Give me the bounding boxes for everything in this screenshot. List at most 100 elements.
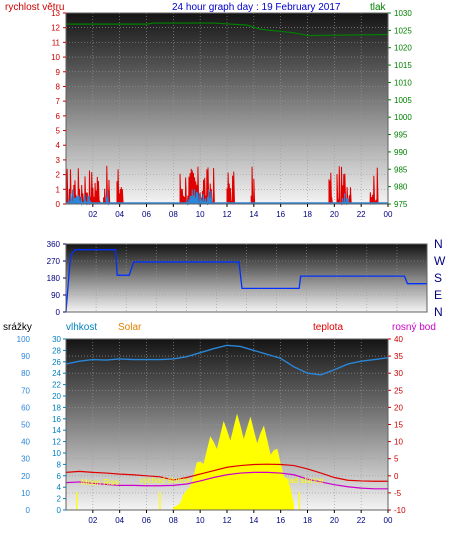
wind-direction-line xyxy=(65,249,427,313)
temperature-tick: -10 xyxy=(394,506,406,515)
wind-speed-tick: 3 xyxy=(56,156,61,165)
wind-x-tick: 16 xyxy=(276,210,285,219)
wind-panel-grid xyxy=(66,13,388,204)
direction-tick: 90 xyxy=(51,291,60,300)
humidity-tick: 24 xyxy=(52,369,61,378)
rain-tick: 50 xyxy=(21,421,30,430)
humidity-tick: 20 xyxy=(52,392,61,401)
rain-tick: 20 xyxy=(21,472,30,481)
wind-x-tick: 12 xyxy=(223,210,232,219)
climate-x-tick: 06 xyxy=(142,516,151,525)
temperature-tick: 35 xyxy=(394,352,403,361)
climate-x-tick: 00 xyxy=(384,516,393,525)
dew-point-line xyxy=(65,471,388,490)
temperature-line xyxy=(65,463,388,482)
direction-tick: 0 xyxy=(56,308,61,317)
compass-label: N xyxy=(434,237,443,251)
pressure-tick: 990 xyxy=(394,148,408,157)
wind-speed-tick: 0 xyxy=(56,200,61,209)
direction-tick: 270 xyxy=(47,257,61,266)
wind-x-tick: 00 xyxy=(384,210,393,219)
wind-speed-tick: 2 xyxy=(56,171,61,180)
humidity-tick: 8 xyxy=(57,460,62,469)
direction-panel-grid xyxy=(66,244,427,312)
climate-x-tick: 20 xyxy=(330,516,339,525)
rain-tick: 0 xyxy=(26,506,31,515)
humidity-tick: 0 xyxy=(57,506,62,515)
pressure-tick: 995 xyxy=(394,131,408,140)
humidity-tick: 26 xyxy=(52,358,61,367)
pressure-tick: 1020 xyxy=(394,44,412,53)
pressure-tick: 985 xyxy=(394,165,408,174)
solar-area xyxy=(173,413,295,510)
compass-label: N xyxy=(434,305,443,319)
wind-x-tick: 14 xyxy=(249,210,258,219)
pressure-tick: 1015 xyxy=(394,61,412,70)
wind-speed-tick: 12 xyxy=(51,24,60,33)
climate-x-tick: 04 xyxy=(115,516,124,525)
wind-speed-tick: 13 xyxy=(51,9,60,18)
compass-label: E xyxy=(434,288,442,302)
climate-x-tick: 10 xyxy=(196,516,205,525)
humidity-tick: 28 xyxy=(52,346,61,355)
wind-speed-tick: 5 xyxy=(56,127,61,136)
wind-speed-tick: 11 xyxy=(52,38,61,47)
pressure-tick: 1010 xyxy=(394,78,412,87)
wind-x-tick: 22 xyxy=(357,210,366,219)
rain-tick: 30 xyxy=(21,455,30,464)
pressure-tick: 980 xyxy=(394,183,408,192)
humidity-tick: 6 xyxy=(57,472,62,481)
direction-tick: 180 xyxy=(47,274,61,283)
rain-tick: 70 xyxy=(21,386,30,395)
wind-x-tick: 08 xyxy=(169,210,178,219)
compass-label: S xyxy=(434,271,442,285)
climate-x-tick: 12 xyxy=(223,516,232,525)
rain-tick: 90 xyxy=(21,352,30,361)
climate-x-tick: 16 xyxy=(276,516,285,525)
humidity-tick: 30 xyxy=(52,335,61,344)
pressure-tick: 1005 xyxy=(394,96,412,105)
temperature-tick: 40 xyxy=(394,335,403,344)
temperature-tick: 30 xyxy=(394,369,403,378)
humidity-tick: 10 xyxy=(52,449,61,458)
humidity-tick: 22 xyxy=(52,381,61,390)
compass-label: W xyxy=(434,254,446,268)
temperature-tick: 15 xyxy=(394,421,403,430)
humidity-tick: 12 xyxy=(52,438,61,447)
wind-speed-tick: 10 xyxy=(51,53,60,62)
pressure-line xyxy=(66,22,389,37)
wind-speed-line xyxy=(226,171,236,205)
temperature-tick: 0 xyxy=(394,472,399,481)
climate-x-tick: 14 xyxy=(249,516,258,525)
rain-tick: 100 xyxy=(17,335,31,344)
wind-speed-tick: 1 xyxy=(56,185,61,194)
humidity-line xyxy=(65,344,389,376)
humidity-tick: 2 xyxy=(57,495,62,504)
rain-tick: 10 xyxy=(21,489,30,498)
direction-tick: 360 xyxy=(47,240,61,249)
wind-x-tick: 20 xyxy=(330,210,339,219)
wind-x-tick: 04 xyxy=(115,210,124,219)
climate-x-tick: 22 xyxy=(357,516,366,525)
pressure-tick: 975 xyxy=(394,200,408,209)
temperature-tick: 5 xyxy=(394,455,399,464)
wind-speed-tick: 9 xyxy=(56,68,61,77)
pressure-tick: 1000 xyxy=(394,113,412,122)
rain-tick: 60 xyxy=(21,403,30,412)
wind-x-tick: 02 xyxy=(88,210,97,219)
wind-speed-tick: 8 xyxy=(56,82,61,91)
humidity-tick: 18 xyxy=(52,403,61,412)
wind-x-tick: 10 xyxy=(196,210,205,219)
rain-tick: 80 xyxy=(21,369,30,378)
wind-speed-tick: 7 xyxy=(56,97,61,106)
climate-x-tick: 08 xyxy=(169,516,178,525)
temperature-tick: 10 xyxy=(394,438,403,447)
pressure-tick: 1025 xyxy=(394,26,412,35)
climate-x-tick: 02 xyxy=(88,516,97,525)
temperature-tick: 25 xyxy=(394,386,403,395)
wind-speed-tick: 4 xyxy=(56,141,61,150)
wind-x-tick: 18 xyxy=(303,210,312,219)
humidity-tick: 4 xyxy=(57,483,62,492)
